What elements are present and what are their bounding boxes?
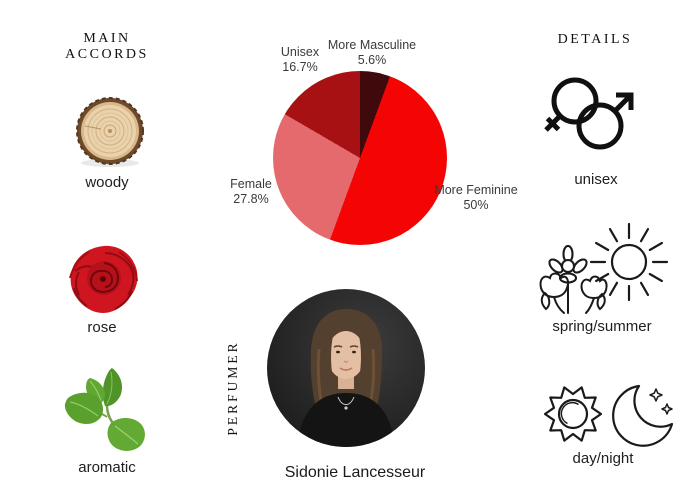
pie-label-unisex: Unisex 16.7% (270, 45, 330, 76)
pie-label-pct: 50% (463, 198, 489, 213)
mint-leaves-image (64, 368, 145, 451)
pie-label-text: More Feminine (434, 183, 518, 197)
male-female-gender-icon (544, 77, 634, 150)
pie-label-text: More Masculine (327, 38, 417, 52)
perfumer-section-title: PERFUMER (225, 340, 240, 436)
gender-pie-chart (273, 71, 447, 245)
pie-label-more-feminine: More Feminine 50% (421, 183, 531, 214)
main-accords-title: MAIN ACCORDS (65, 31, 149, 62)
portrait-photo (267, 289, 425, 447)
details-title: DETAILS (557, 32, 633, 47)
flowers-and-sun-icon (539, 222, 668, 314)
perfumer-photo (267, 289, 425, 447)
sun-and-moon-icon (543, 384, 674, 447)
accord-label-rose: rose (87, 319, 117, 336)
perfumer-name: Sidonie Lancesseur (284, 464, 426, 481)
red-rose-image (69, 245, 138, 313)
accord-label-aromatic: aromatic (78, 459, 136, 476)
detail-label-spring-summer: spring/summer (552, 318, 652, 335)
pie-label-more-masculine: More Masculine 5.6% (317, 38, 427, 69)
pie-label-pct: 16.7% (282, 60, 318, 75)
pie-label-text: Female (230, 177, 272, 191)
wood-slice-image (76, 97, 144, 167)
accord-label-woody: woody (85, 174, 129, 191)
pie-label-pct: 5.6% (357, 53, 387, 68)
pie-label-text: Unisex (280, 45, 320, 59)
detail-label-unisex: unisex (574, 171, 618, 188)
pie-label-pct: 27.8% (233, 192, 269, 207)
detail-label-day-night: day/night (572, 450, 634, 467)
pie-label-female: Female 27.8% (211, 177, 291, 208)
